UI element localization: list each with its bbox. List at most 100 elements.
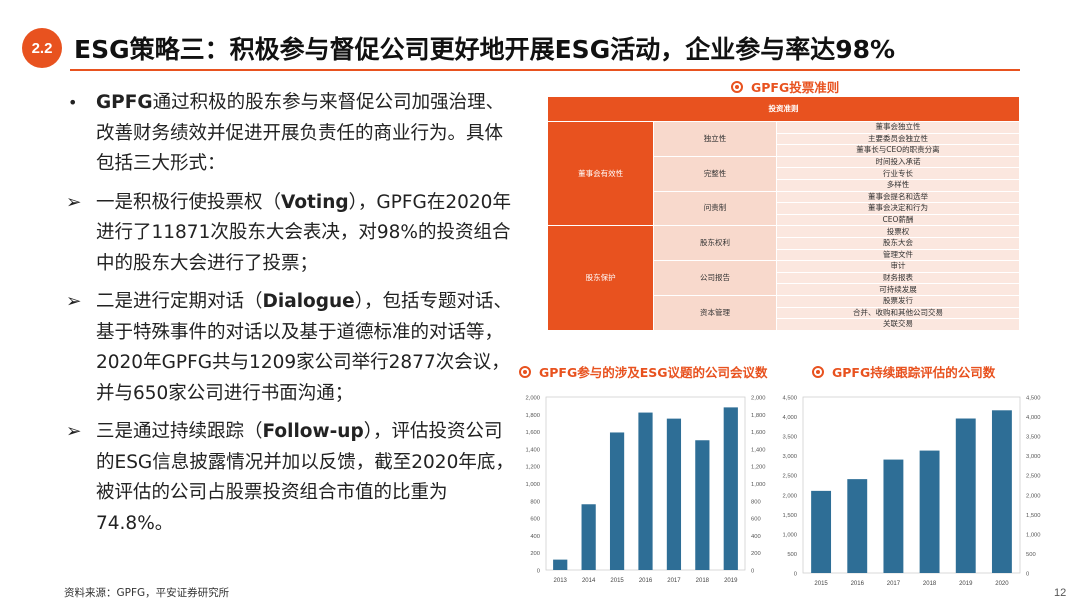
table-item-cell: 董事会独立性 xyxy=(775,121,1021,134)
table-item-cell: 多样性 xyxy=(775,178,1021,192)
paragraph-pre: 一是积极行使投票权（ xyxy=(96,191,282,213)
y-tick-left: 600 xyxy=(530,517,540,523)
table-item-cell: 股票发行 xyxy=(775,294,1021,308)
paragraph-pre: 二是进行定期对话（ xyxy=(96,291,263,312)
y-tick-left: 1,500 xyxy=(782,513,797,519)
y-tick-left: 200 xyxy=(530,551,540,557)
y-tick-right: 200 xyxy=(751,551,761,557)
table-subgroup-cell: 股东权利 xyxy=(653,225,777,262)
x-tick-label: 2018 xyxy=(923,581,937,585)
target-icon xyxy=(519,366,531,378)
table-item-cell: 主要委员会独立性 xyxy=(775,132,1021,146)
table-group-cell: 董事会有效性 xyxy=(546,120,655,227)
bar xyxy=(695,440,710,570)
y-tick-left: 2,000 xyxy=(782,493,797,499)
x-tick-label: 2018 xyxy=(696,578,710,584)
table-subgroup-cell: 独立性 xyxy=(653,121,777,157)
table-subgroup-cell: 完整性 xyxy=(653,155,777,192)
paragraph-bold: Follow-up xyxy=(262,421,364,442)
y-tick-right: 4,500 xyxy=(1026,396,1041,402)
chart-meetings: 0 0 200 200 400 400 600 600 800 800 1,000 1,000 1,20… xyxy=(525,396,766,585)
y-tick-right: 0 xyxy=(1026,572,1029,578)
x-tick-label: 2016 xyxy=(639,578,653,584)
y-tick-left: 500 xyxy=(787,552,797,558)
y-tick-right: 400 xyxy=(751,534,761,540)
table-header: 投资准则 xyxy=(547,96,1020,122)
table-group-cell: 股东保护 xyxy=(546,225,655,331)
y-tick-left: 1,000 xyxy=(782,532,797,538)
y-tick-right: 1,500 xyxy=(1026,513,1041,519)
bar xyxy=(847,479,868,573)
y-tick-right: 0 xyxy=(751,569,754,575)
bar xyxy=(609,432,625,570)
chart2-title: GPFG持续跟踪评估的公司数 xyxy=(812,362,995,381)
y-tick-left: 1,000 xyxy=(525,482,540,488)
x-tick-label: 2014 xyxy=(582,578,596,584)
y-tick-left: 3,500 xyxy=(782,435,797,441)
bar xyxy=(919,450,940,573)
x-tick-label: 2017 xyxy=(887,581,901,585)
x-tick-label: 2020 xyxy=(995,581,1009,585)
y-tick-right: 500 xyxy=(1026,552,1036,558)
slide-title: ESG策略三：积极参与督促公司更好地开展ESG活动，企业参与率达98% xyxy=(74,35,896,64)
bar xyxy=(553,559,568,570)
table-item-cell: 股东大会 xyxy=(775,236,1021,250)
table-item-cell: 管理文件 xyxy=(775,248,1021,262)
y-tick-left: 4,500 xyxy=(782,396,797,402)
bar xyxy=(666,418,682,570)
section-badge: 2.2 xyxy=(22,28,62,68)
paragraph-voting: ➢ 一是积极行使投票权（Voting），GPFG在2020年进行了11871次股… xyxy=(56,188,516,280)
chart1-title-text: GPFG参与的涉及ESG议题的公司会议数 xyxy=(539,365,768,380)
table-item-cell: 审计 xyxy=(775,260,1021,273)
y-tick-right: 1,000 xyxy=(1026,532,1041,538)
y-tick-right: 600 xyxy=(751,517,761,523)
target-icon xyxy=(812,366,824,378)
x-tick-label: 2016 xyxy=(851,581,865,585)
source-note: 资料来源：GPFG，平安证券研究所 xyxy=(64,587,230,599)
table-item-cell: CEO薪酬 xyxy=(775,213,1021,227)
y-tick-left: 2,000 xyxy=(525,396,540,402)
y-tick-right: 1,000 xyxy=(751,482,766,488)
table-item-cell: 行业专长 xyxy=(775,167,1021,180)
bar xyxy=(581,504,596,570)
y-tick-right: 3,500 xyxy=(1026,435,1041,441)
paragraph-text: ），评估投资公司的ESG信息披露情况并加以反馈，截至2020年底，被评估的公司占… xyxy=(96,421,514,534)
y-tick-left: 0 xyxy=(537,569,540,575)
y-tick-left: 1,200 xyxy=(525,465,540,471)
x-tick-label: 2013 xyxy=(554,578,568,584)
y-tick-right: 800 xyxy=(751,499,761,505)
x-tick-label: 2019 xyxy=(959,581,973,585)
table-subgroup-cell: 公司报告 xyxy=(653,260,777,296)
arrow-marker: ➢ xyxy=(66,191,82,213)
y-tick-right: 1,400 xyxy=(751,447,766,453)
paragraph-pre: 三是通过持续跟踪（ xyxy=(96,421,263,442)
chart-followup: 0 0 500 500 1,000 1,000 1,500 1,500 2,000 2,000 2,… xyxy=(782,396,1041,586)
y-tick-right: 2,500 xyxy=(1026,474,1041,480)
title-underline xyxy=(70,69,1020,71)
paragraph-text: ），GPFG在2020年进行了11871次股东大会表决，对98%的投资组合中的股… xyxy=(96,191,511,274)
y-tick-left: 1,400 xyxy=(525,447,540,453)
bar xyxy=(811,490,832,573)
table-item-cell: 财务报表 xyxy=(775,271,1021,285)
y-tick-right: 4,000 xyxy=(1026,415,1041,421)
table-item-cell: 合并、收购和其他公司交易 xyxy=(775,306,1021,320)
paragraph-bold: GPFG xyxy=(96,92,153,113)
x-tick-label: 2017 xyxy=(667,578,681,584)
bullet-marker: • xyxy=(68,93,78,112)
y-tick-left: 0 xyxy=(794,572,797,578)
paragraph-text: 通过积极的股东参与来督促公司加强治理、改善财务绩效并促进开展负责任的商业行为。具… xyxy=(96,92,505,174)
arrow-marker: ➢ xyxy=(66,291,82,312)
table-item-cell: 投票权 xyxy=(775,225,1021,238)
paragraph-bold: Voting xyxy=(281,191,349,213)
paragraph-intro: • GPFG通过积极的股东参与来督促公司加强治理、改善财务绩效并促进开展负责任的… xyxy=(56,88,516,180)
y-tick-left: 3,000 xyxy=(782,454,797,460)
chart2-title-text: GPFG持续跟踪评估的公司数 xyxy=(832,365,996,380)
y-tick-right: 1,200 xyxy=(751,465,766,471)
bar xyxy=(723,407,738,570)
table-subgroup-cell: 资本管理 xyxy=(653,294,777,331)
x-tick-label: 2015 xyxy=(610,578,624,584)
table-item-cell: 董事会提名和选举 xyxy=(775,190,1021,204)
x-tick-label: 2019 xyxy=(724,578,738,584)
y-tick-left: 1,800 xyxy=(525,413,540,419)
y-tick-right: 2,000 xyxy=(751,396,766,402)
